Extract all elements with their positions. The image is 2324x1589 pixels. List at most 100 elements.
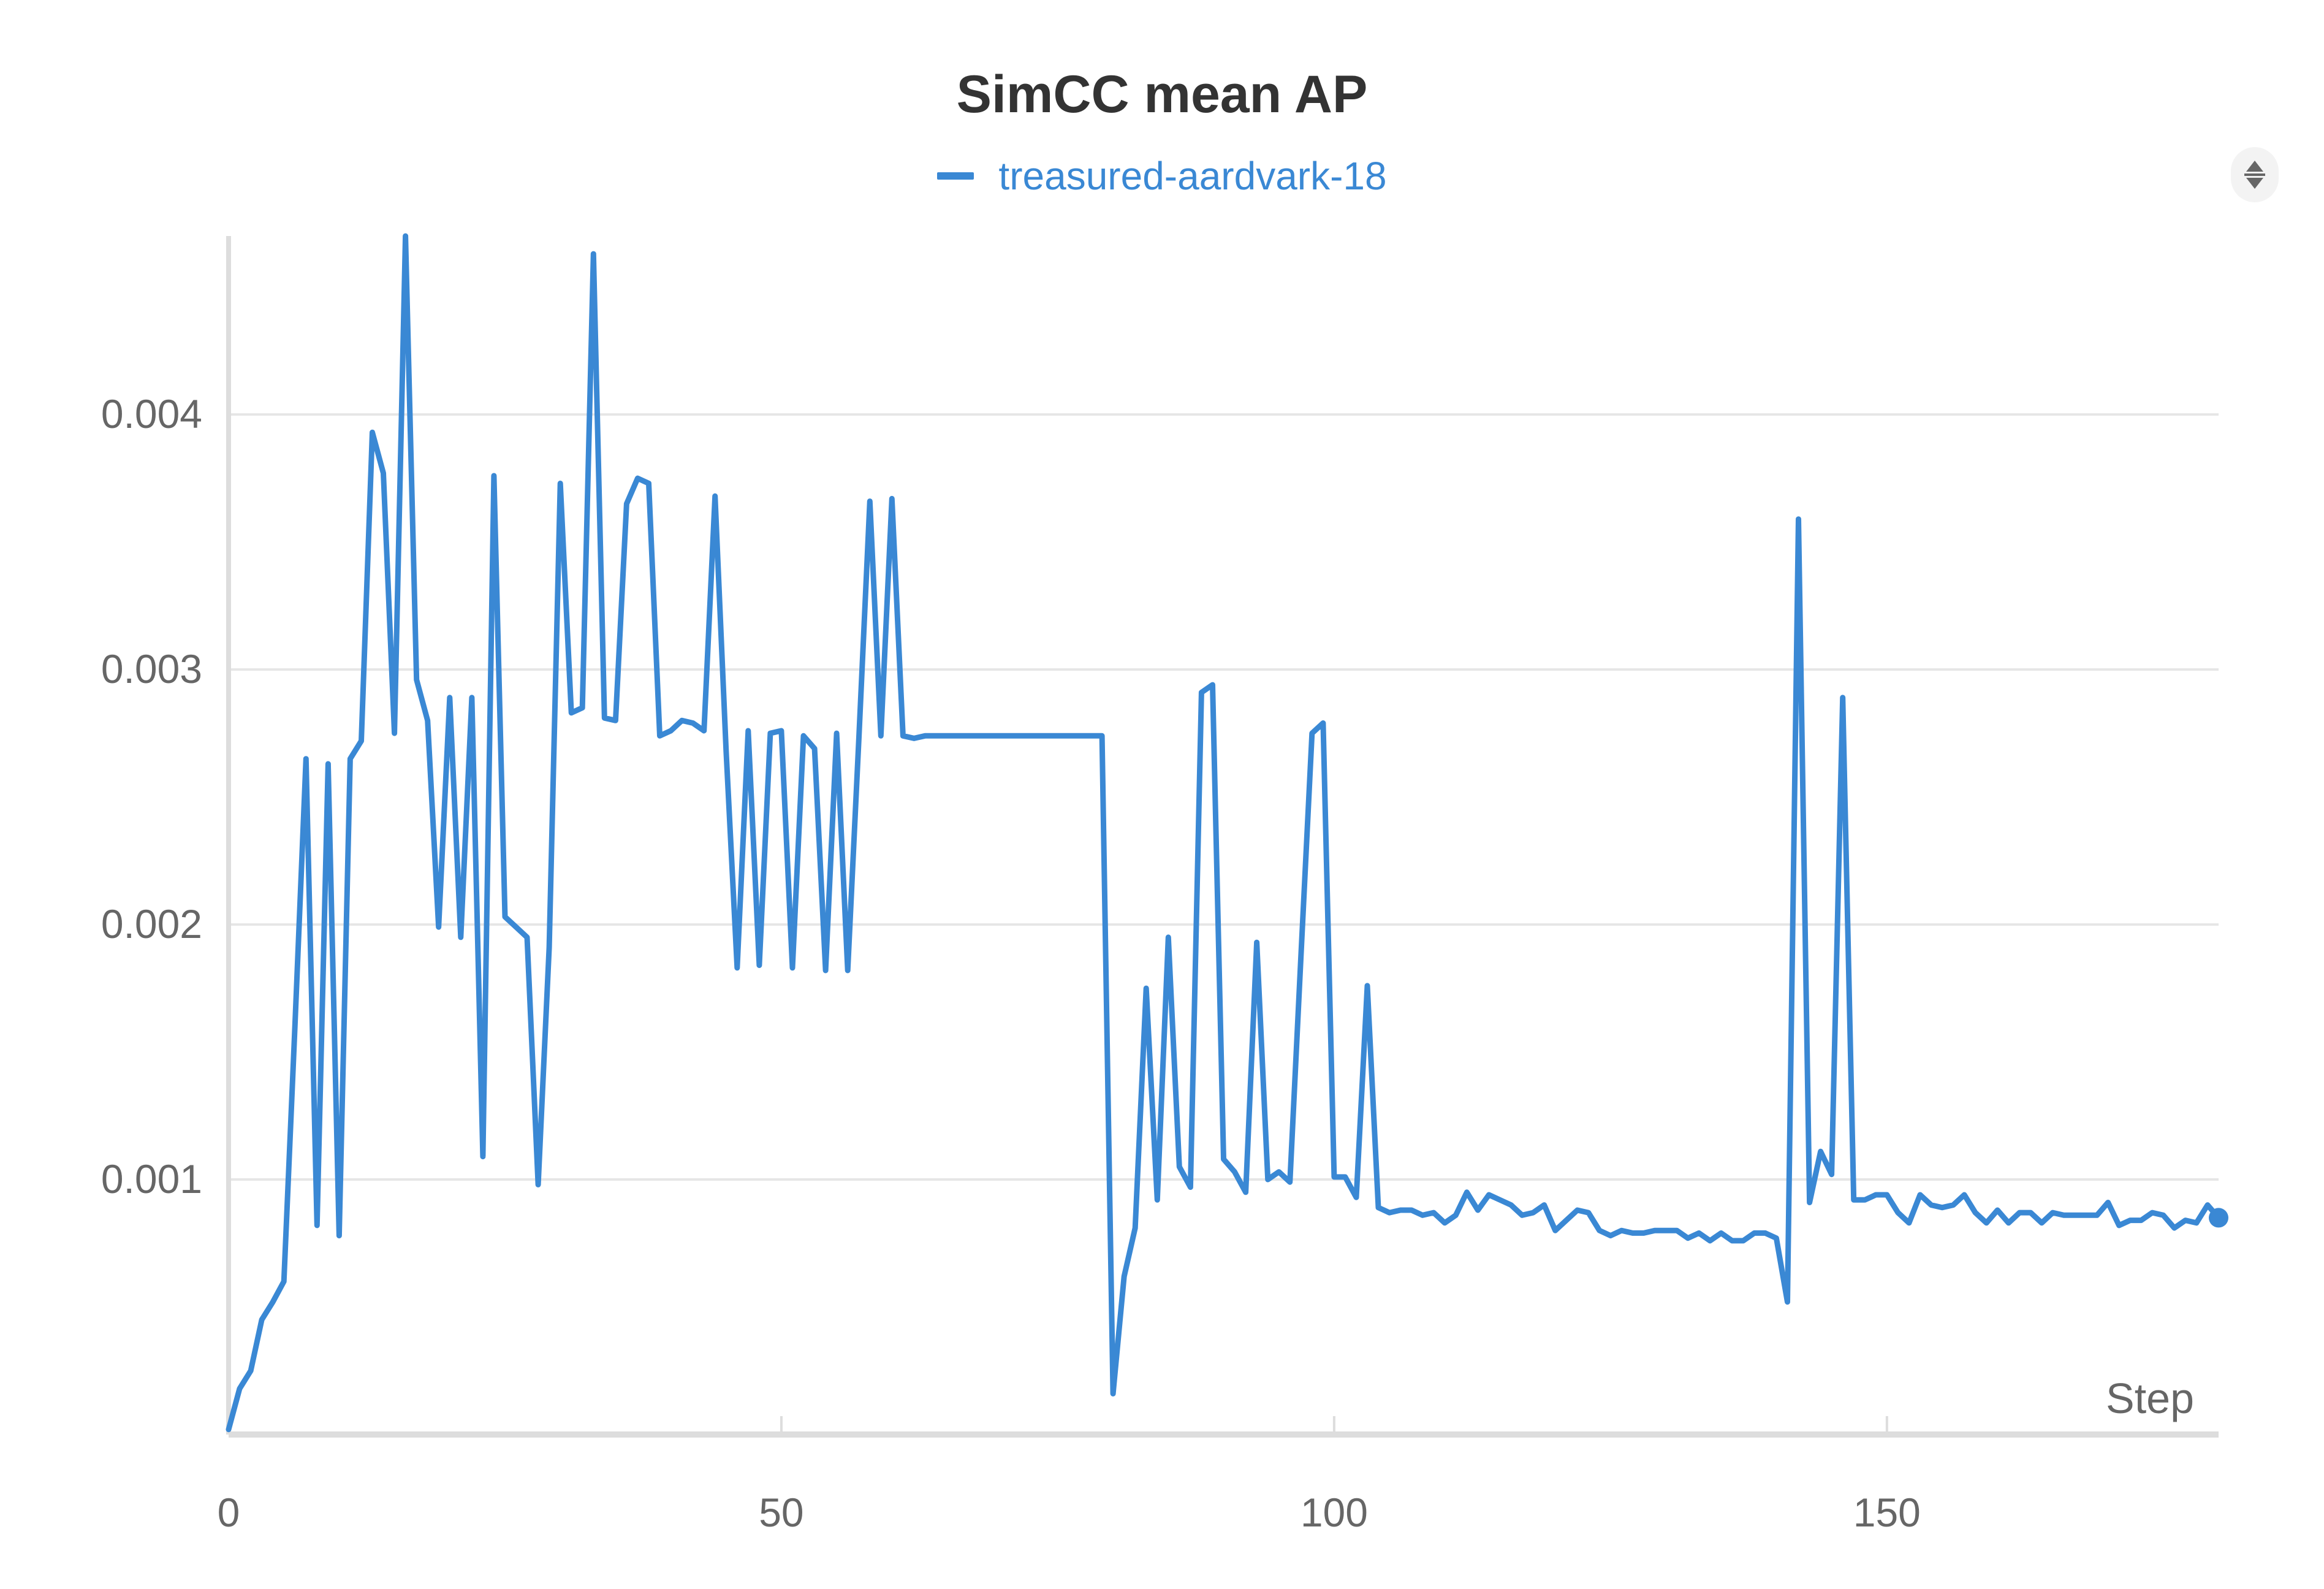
data-point bbox=[1465, 1191, 1468, 1194]
data-point bbox=[890, 497, 893, 500]
data-point bbox=[2140, 1219, 2143, 1222]
x-tick-label: 150 bbox=[1853, 1490, 1921, 1535]
sort-arrows-icon bbox=[2244, 161, 2265, 189]
data-point bbox=[1200, 692, 1202, 694]
data-point bbox=[1012, 734, 1015, 737]
data-point bbox=[294, 1025, 296, 1027]
data-point bbox=[2085, 1214, 2087, 1216]
data-point bbox=[382, 472, 385, 474]
y-tick-label: 0.004 bbox=[101, 391, 202, 436]
data-point bbox=[316, 1224, 318, 1227]
data-point bbox=[1134, 1227, 1136, 1229]
data-point bbox=[1388, 1211, 1391, 1214]
data-point bbox=[305, 758, 307, 760]
data-point bbox=[1399, 1209, 1402, 1211]
data-point bbox=[438, 926, 440, 928]
data-point bbox=[1510, 1204, 1513, 1206]
data-point bbox=[1853, 1198, 1855, 1201]
data-point bbox=[227, 1428, 230, 1431]
data-point bbox=[1322, 722, 1324, 724]
data-point bbox=[1609, 1235, 1612, 1237]
y-tick-label: 0.002 bbox=[101, 901, 202, 947]
data-point bbox=[2051, 1211, 2054, 1214]
data-point bbox=[2096, 1214, 2098, 1216]
data-point bbox=[747, 730, 750, 732]
data-point bbox=[1676, 1229, 1678, 1232]
data-point bbox=[846, 969, 849, 972]
data-point bbox=[2195, 1222, 2198, 1224]
data-point bbox=[1178, 1165, 1180, 1168]
data-point bbox=[1057, 734, 1059, 737]
series-group bbox=[226, 233, 2228, 1433]
data-point bbox=[692, 722, 694, 724]
data-point bbox=[1090, 734, 1092, 737]
data-point bbox=[1167, 936, 1169, 939]
data-point bbox=[1775, 1237, 1777, 1240]
data-point bbox=[1554, 1229, 1557, 1232]
data-point bbox=[1886, 1194, 1888, 1196]
data-point bbox=[1576, 1209, 1579, 1211]
data-point bbox=[1875, 1194, 1877, 1196]
data-point bbox=[725, 750, 727, 752]
data-point bbox=[360, 740, 362, 742]
legend-series-name: treasured-aardvark-18 bbox=[998, 154, 1387, 199]
data-point bbox=[1145, 987, 1147, 989]
data-point bbox=[1786, 1301, 1788, 1303]
data-point bbox=[570, 712, 572, 714]
data-point bbox=[1366, 985, 1369, 987]
data-point bbox=[1908, 1222, 1910, 1224]
data-point bbox=[681, 719, 683, 722]
data-point bbox=[1311, 732, 1313, 734]
data-point bbox=[1631, 1232, 1634, 1234]
data-point bbox=[1809, 1201, 1811, 1203]
data-point bbox=[349, 758, 351, 760]
data-point bbox=[1687, 1237, 1689, 1240]
data-point bbox=[371, 431, 374, 433]
data-point bbox=[714, 495, 716, 497]
data-point bbox=[1300, 954, 1302, 956]
data-point bbox=[802, 734, 805, 737]
data-point bbox=[1112, 1392, 1114, 1395]
data-point bbox=[990, 734, 993, 737]
data-point bbox=[1930, 1204, 1932, 1206]
data-point bbox=[603, 717, 606, 719]
data-point bbox=[1101, 734, 1103, 737]
data-point bbox=[1001, 734, 1004, 737]
data-point bbox=[2018, 1211, 2021, 1214]
data-point bbox=[769, 732, 772, 734]
data-point bbox=[625, 503, 628, 505]
data-point bbox=[968, 734, 971, 737]
legend: treasured-aardvark-18 bbox=[0, 150, 2324, 199]
data-point bbox=[537, 1183, 539, 1186]
data-point bbox=[471, 696, 473, 699]
data-point bbox=[979, 734, 982, 737]
x-tick-label: 0 bbox=[218, 1490, 240, 1535]
data-point bbox=[1974, 1211, 1977, 1214]
data-point bbox=[935, 734, 937, 737]
data-point bbox=[1620, 1229, 1623, 1232]
data-point bbox=[1211, 684, 1213, 686]
data-point bbox=[2073, 1214, 2076, 1216]
y-tick-label: 0.003 bbox=[101, 646, 202, 692]
series-layer bbox=[226, 233, 2228, 1433]
x-axis-title: Step bbox=[2106, 1374, 2194, 1422]
data-point bbox=[1487, 1194, 1490, 1196]
data-point bbox=[1443, 1222, 1446, 1224]
data-point bbox=[614, 719, 617, 722]
data-point bbox=[1333, 1176, 1335, 1178]
data-point bbox=[1985, 1222, 1988, 1224]
chart-title: SimCC mean AP bbox=[956, 65, 1368, 124]
chart-menu-button[interactable] bbox=[2231, 147, 2279, 202]
data-point bbox=[2173, 1227, 2176, 1229]
data-point bbox=[1709, 1240, 1711, 1242]
data-point bbox=[2129, 1219, 2132, 1222]
data-point bbox=[416, 679, 418, 681]
data-point bbox=[493, 474, 495, 477]
data-point bbox=[1278, 1171, 1280, 1173]
data-point bbox=[1864, 1198, 1866, 1201]
data-point bbox=[780, 730, 783, 732]
data-point bbox=[824, 969, 827, 972]
data-point bbox=[1267, 1178, 1269, 1181]
data-point bbox=[338, 1235, 340, 1237]
